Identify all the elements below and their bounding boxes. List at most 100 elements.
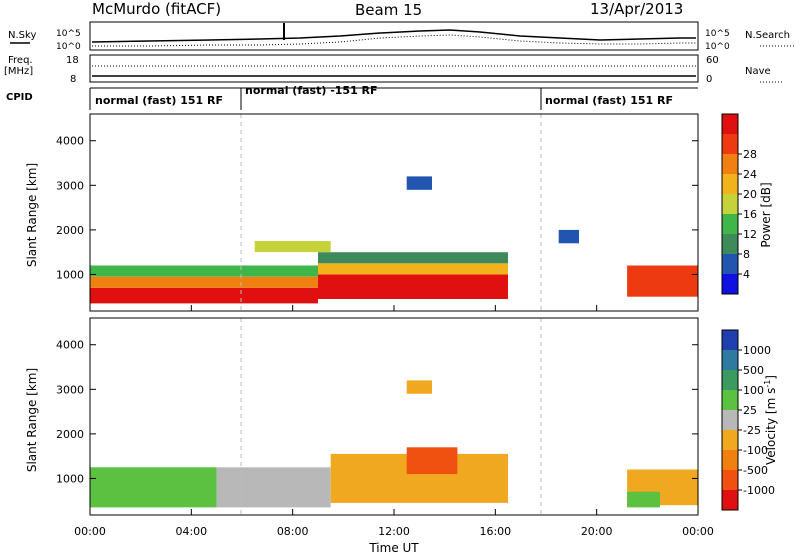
- colorbar-tick-label-5: 20: [743, 188, 757, 201]
- colorbar-tick-label-8: -1000: [743, 484, 775, 497]
- colorbar-tick-label-7: -500: [743, 464, 768, 477]
- velocity-colorbar-label: Velocity [m s-1]: [763, 375, 778, 465]
- nsky-label: N.Sky: [8, 30, 36, 41]
- colorbar-tick-label-4: 16: [743, 208, 757, 221]
- noise-left-tick-bottom: 10^0: [56, 42, 81, 52]
- nave-tick-top: 60: [706, 55, 719, 66]
- cpid-label: CPID: [6, 92, 33, 103]
- heatmap-cell-9: [406, 176, 432, 190]
- cpid-segment-1: normal (fast) 151 RF: [95, 94, 223, 107]
- colorbar-tick-label-1: 4: [743, 268, 750, 281]
- station-title: McMurdo (fitACF): [92, 0, 221, 18]
- x-axis: 00:00 04:00 08:00 12:00 16:00 20:00 00:00: [74, 305, 714, 538]
- nsky-series: [91, 29, 696, 43]
- colorbar-swatch-9: [722, 274, 738, 295]
- y-tick-label-3: 3000: [56, 179, 84, 192]
- colorbar-swatch-8: [722, 470, 738, 491]
- heatmap-cell-3: [90, 265, 318, 277]
- y-tick-label-3: 3000: [56, 383, 84, 396]
- freq-tick-bottom: 8: [70, 74, 76, 85]
- x-tick-label-1: 00:00: [74, 525, 106, 538]
- colorbar-swatch-4: [722, 390, 738, 411]
- colorbar-swatch-4: [722, 174, 738, 195]
- colorbar-swatch-1: [722, 330, 738, 351]
- cpid-segment-3: normal (fast) 151 RF: [545, 94, 673, 107]
- colorbar-swatch-1: [722, 114, 738, 135]
- beam-title: Beam 15: [355, 1, 422, 19]
- colorbar-tick-label-1: 1000: [743, 344, 771, 357]
- power-colorbar-label: Power [dB]: [759, 182, 773, 247]
- colorbar-tick-label-7: 28: [743, 148, 757, 161]
- colorbar-swatch-2: [722, 350, 738, 371]
- colorbar-swatch-5: [722, 410, 738, 431]
- y-tick-label-4: 4000: [56, 339, 84, 352]
- colorbar-swatch-8: [722, 254, 738, 275]
- noise-panel: [89, 21, 699, 51]
- cpid-segment-2: normal (fast) -151 RF: [245, 84, 378, 97]
- freq-tick-top: 18: [66, 55, 79, 66]
- heatmap-cell-4: [406, 447, 458, 474]
- colorbar-swatch-9: [722, 490, 738, 511]
- noise-right-tick-top: 10^5: [705, 29, 730, 39]
- x-tick-label-3: 08:00: [277, 525, 309, 538]
- heatmap-cell-8: [558, 229, 579, 244]
- colorbar-swatch-3: [722, 370, 738, 391]
- colorbar-swatch-6: [722, 214, 738, 235]
- y-tick-label-4: 4000: [56, 135, 84, 148]
- colorbar-swatch-2: [722, 134, 738, 155]
- heatmap-cell-1: [90, 287, 318, 304]
- velocity-colorbar-label-main: Velocity [m s: [764, 388, 778, 465]
- date-title: 13/Apr/2013: [590, 0, 683, 18]
- y-tick-label-2: 2000: [56, 428, 84, 441]
- velocity-colorbar-label-close: ]: [764, 375, 778, 380]
- heatmap-cell-6: [318, 252, 508, 264]
- y-tick-label-2: 2000: [56, 224, 84, 237]
- y-tick-label-1: 1000: [56, 268, 84, 281]
- heatmap-cell-6: [627, 491, 660, 508]
- x-tick-label-7: 00:00: [682, 525, 714, 538]
- noise-right-tick-bottom: 10^0: [705, 42, 730, 52]
- heatmap-cell-4: [318, 274, 508, 299]
- heatmap-cell-2: [216, 467, 331, 508]
- colorbar-tick-label-5: -25: [743, 424, 761, 437]
- colorbar-tick-label-3: 100: [743, 384, 764, 397]
- nsearch-series: [92, 34, 696, 47]
- heatmap-cell-5: [318, 263, 508, 275]
- power-y-axis: 1000 2000 3000 4000: [56, 135, 698, 281]
- y-tick-label-1: 1000: [56, 472, 84, 485]
- power-heatmap: [90, 176, 698, 304]
- power-ylabel: Slant Range [km]: [25, 163, 39, 267]
- colorbar-tick-label-3: 12: [743, 228, 757, 241]
- nave-tick-bottom: 0: [706, 74, 712, 85]
- x-tick-label-4: 12:00: [378, 525, 410, 538]
- colorbar-tick-label-2: 500: [743, 364, 764, 377]
- nsearch-label: N.Search: [745, 30, 790, 41]
- colorbar-frame: [721, 329, 739, 511]
- nave-label: Nave: [745, 66, 771, 77]
- colorbar-tick-label-4: 25: [743, 404, 757, 417]
- colorbar-swatch-7: [722, 234, 738, 255]
- velocity-colorbar-label-sup: -1: [763, 380, 772, 388]
- colorbar-frame: [721, 113, 739, 295]
- x-axis-label: Time UT: [368, 541, 419, 554]
- heatmap-cell-1: [90, 467, 217, 508]
- colorbar-tick-label-2: 8: [743, 248, 750, 261]
- velocity-y-axis: 1000 2000 3000 4000: [56, 339, 698, 485]
- colorbar-swatch-6: [722, 430, 738, 451]
- colorbar-tick-label-6: -100: [743, 444, 768, 457]
- freq-unit-label: [MHz]: [4, 66, 33, 77]
- x-tick-label-5: 16:00: [479, 525, 511, 538]
- freq-panel: [89, 54, 699, 83]
- colorbar-swatch-5: [722, 194, 738, 215]
- power-colorbar: 4 8 12 16 20 24 28: [721, 113, 757, 295]
- colorbar-swatch-7: [722, 450, 738, 471]
- velocity-colorbar: 1000 500 100 25 -25 -100 -500 -1000: [721, 329, 775, 511]
- velocity-ylabel: Slant Range [km]: [25, 368, 39, 472]
- x-tick-label-2: 04:00: [175, 525, 207, 538]
- freq-label: Freq.: [8, 55, 33, 66]
- heatmap-cell-7: [627, 265, 698, 297]
- heatmap-cell-7: [406, 380, 432, 394]
- colorbar-swatch-3: [722, 154, 738, 175]
- colorbar-tick-label-6: 24: [743, 168, 757, 181]
